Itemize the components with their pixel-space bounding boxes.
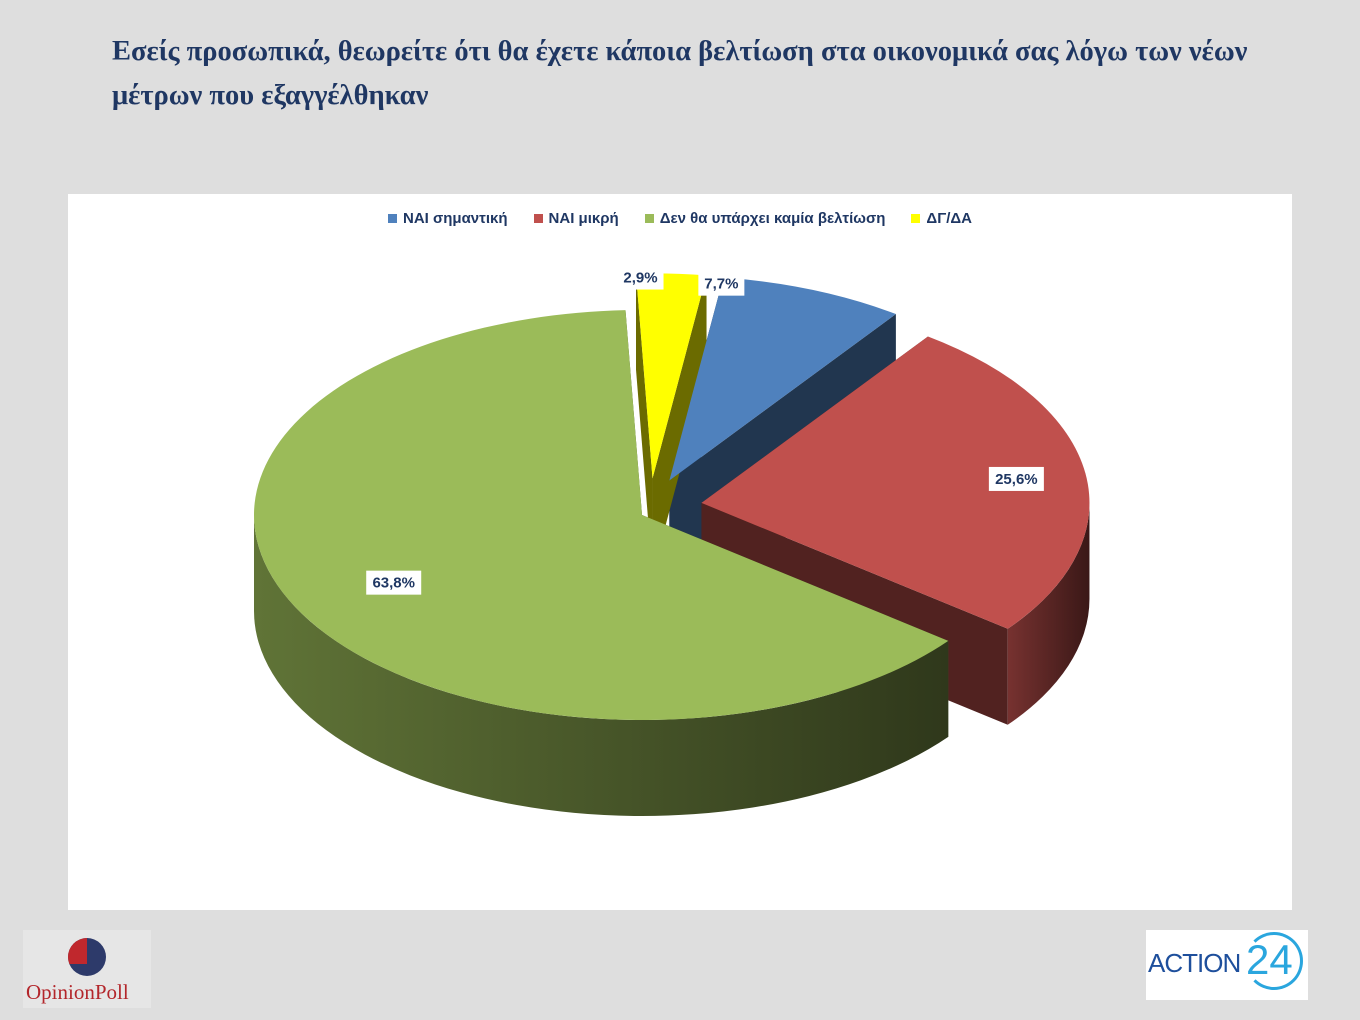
pie-tops [253, 273, 1090, 720]
slice-3-data-label: 2,9% [617, 265, 664, 290]
legend-label: ΝΑΙ μικρή [548, 210, 619, 227]
slice-3-radial-wall [652, 275, 707, 575]
data-label-text: 25,6% [995, 471, 1038, 488]
legend-swatch [387, 214, 397, 223]
pie-chart: 7,7% 25,6% 63,8% 2,9% [253, 265, 1090, 816]
slice-1-outer-wall [1007, 502, 1090, 725]
data-label-text: 7,7% [704, 276, 738, 293]
opinionpoll-logo-icon [68, 938, 106, 976]
legend-item-nai-mikri: ΝΑΙ μικρή [533, 210, 619, 227]
legend-item-den-tha-yparxei: Δεν θα υπάρχει καμία βελτίωση [644, 210, 886, 227]
action24-logo-ring [1245, 932, 1303, 990]
chart-panel: ΝΑΙ σημαντική ΝΑΙ μικρή Δεν θα υπάρχει κ… [68, 194, 1292, 910]
legend-item-dg-da: ΔΓ/ΔΑ [911, 210, 972, 227]
slice-2-top [253, 310, 949, 720]
legend-label: ΝΑΙ σημαντική [402, 210, 508, 227]
legend-swatch [911, 214, 921, 223]
pie-labels: 7,7% 25,6% 63,8% 2,9% [366, 265, 1044, 595]
data-label-text: 2,9% [623, 270, 657, 287]
slice-0-data-label: 7,7% [698, 271, 745, 296]
slice-3-top [636, 273, 707, 479]
data-label-box [988, 466, 1044, 491]
page-title: Εσείς προσωπικά, θεωρείτε ότι θα έχετε κ… [112, 36, 1248, 111]
slice-1-data-label: 25,6% [988, 466, 1044, 491]
opinionpoll-logo-text: OpinionPoll [26, 980, 129, 1004]
legend-item-nai-simantiki: ΝΑΙ σημαντική [387, 210, 508, 227]
opinionpoll-logo: OpinionPoll [23, 930, 151, 1008]
legend-swatch [644, 214, 654, 223]
data-label-box [366, 570, 422, 595]
chart-legend: ΝΑΙ σημαντική ΝΑΙ μικρή Δεν θα υπάρχει κ… [68, 210, 1292, 227]
slice-3-radial-wall [636, 273, 653, 575]
action24-logo: ACTION 24 [1146, 930, 1308, 1000]
legend-label: Δεν θα υπάρχει καμία βελτίωση [659, 210, 886, 227]
legend-swatch [533, 214, 543, 223]
legend-label: ΔΓ/ΔΑ [926, 210, 972, 227]
slice-0-top [669, 277, 896, 481]
slice-1-top [701, 336, 1090, 629]
action24-logo-number: 24 [1246, 936, 1293, 983]
slice-2-outer-wall [254, 515, 949, 816]
data-label-box [617, 265, 664, 290]
slice-2-data-label: 63,8% [366, 570, 422, 595]
data-label-text: 63,8% [372, 575, 415, 592]
data-label-box [698, 271, 745, 296]
action24-logo-text: ACTION [1148, 948, 1241, 978]
